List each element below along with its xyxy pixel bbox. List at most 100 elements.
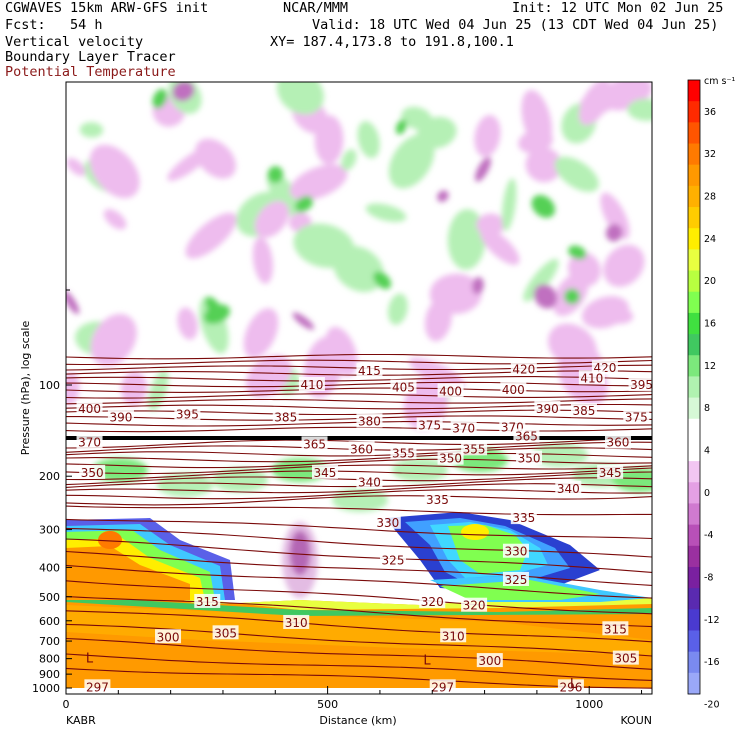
model-title: CGWAVES 15km ARW-GFS init: [5, 0, 209, 16]
xy-coordinates: XY= 187.4,173.8 to 191.8,100.1: [270, 34, 514, 50]
colorbar-swatch: [688, 545, 700, 568]
wave-blob: [289, 164, 348, 201]
valid-time: Valid: 18 UTC Wed 04 Jun 25 (13 CDT Wed …: [312, 17, 719, 33]
theta-label-bg: [612, 650, 639, 665]
forecast-hour: Fcst: 54 h: [5, 17, 103, 33]
theta-label: 375: [418, 418, 441, 432]
left-station-label: KABR: [66, 714, 96, 727]
theta-label-bg: [424, 492, 451, 507]
theta-label: 325: [505, 573, 528, 587]
colorbar-tick-label: 28: [704, 191, 716, 202]
theta-contour: [66, 495, 652, 506]
theta-contour: [66, 359, 652, 366]
wave-blob: [325, 326, 358, 377]
x-axis: 0 500 1000: [63, 686, 643, 711]
theta-label: 340: [358, 476, 381, 490]
theta-label: 370: [452, 421, 475, 435]
colorbar-tick-label: 12: [704, 361, 716, 372]
theta-label-bg: [272, 409, 299, 424]
colorbar-swatch: [688, 101, 700, 123]
theta-contour: [66, 483, 652, 494]
theta-label-bg: [311, 464, 338, 479]
theta-label-bg: [76, 434, 103, 449]
init-time: Init: 12 UTC Mon 02 Jun 25: [512, 0, 724, 16]
wave-blobs: [66, 82, 652, 430]
wave-blob: [293, 223, 355, 269]
wave-blob: [357, 121, 380, 159]
wave-blob: [600, 192, 630, 240]
y-tick-label: 800: [39, 653, 60, 666]
y-tick-label: 400: [39, 561, 60, 574]
wave-blob: [243, 308, 279, 359]
y-tick-label: 200: [39, 470, 60, 483]
colorbar-swatch: [688, 270, 700, 293]
wave-blob: [292, 312, 315, 330]
wave-blob: [267, 166, 284, 184]
colorbar-unit: cm s⁻¹: [704, 76, 735, 87]
wave-blob: [148, 370, 169, 411]
theta-contour: [66, 653, 652, 681]
theta-label: 350: [439, 452, 462, 466]
wave-blob: [395, 119, 407, 135]
theta-label: 297: [86, 680, 109, 694]
theta-label: 400: [78, 402, 101, 416]
theta-label-bg: [557, 679, 584, 694]
theta-label-bg: [578, 370, 605, 385]
theta-label: 360: [350, 442, 373, 456]
theta-label-bg: [416, 417, 443, 432]
y-axis-label: Pressure (hPa), log scale: [19, 321, 32, 456]
theta-label: 395: [176, 407, 199, 421]
colorbar-swatch: [688, 439, 700, 462]
theta-label: 320: [463, 599, 486, 613]
colorbar-tick-label: 32: [704, 149, 716, 160]
theta-label-bg: [79, 464, 106, 479]
field-label-boundary-layer: Boundary Layer Tracer: [5, 49, 176, 65]
theta-label: 297: [431, 680, 454, 694]
wave-blob: [564, 288, 580, 305]
wave-blob: [401, 106, 433, 130]
wave-blob: [195, 138, 236, 179]
theta-label: 370: [78, 436, 101, 450]
colorbar-swatch: [688, 566, 700, 589]
wave-blob: [523, 258, 559, 302]
y-tick-label: 1000: [32, 682, 60, 695]
theta-label-bg: [374, 514, 401, 529]
colorbar-tick-label: 0: [704, 488, 710, 499]
colorbar-tick-label: -12: [704, 615, 720, 626]
theta-label-bg: [212, 625, 239, 640]
colorbar-swatch: [688, 503, 700, 526]
theta-label: 310: [442, 629, 465, 643]
wave-blob: [605, 224, 623, 242]
wave-blob: [437, 190, 449, 202]
wave-blob: [480, 228, 520, 265]
theta-label-bg: [437, 450, 464, 465]
theta-label: 345: [314, 466, 337, 480]
field-label-vertical-velocity: Vertical velocity: [5, 34, 144, 50]
wave-blob: [578, 82, 612, 126]
theta-label: 350: [518, 452, 541, 466]
downdraft-halo: [282, 522, 318, 598]
theta-label: 365: [303, 437, 326, 451]
colorbar-tick-label: 4: [704, 446, 710, 457]
theta-label: 360: [607, 436, 630, 450]
theta-label-bg: [84, 679, 111, 694]
wave-blob: [121, 371, 147, 406]
wave-blob: [518, 129, 553, 154]
low-marker: L: [570, 677, 578, 692]
wave-blob: [66, 157, 86, 176]
theta-contour: [66, 387, 652, 393]
theta-label: 415: [358, 364, 381, 378]
theta-contour: [66, 353, 652, 360]
theta-label-bg: [623, 409, 650, 424]
colorbar-tick-label: -8: [704, 573, 713, 584]
theta-label-bg: [510, 510, 537, 525]
theta-label-bg: [429, 679, 456, 694]
theta-label-bg: [155, 629, 182, 644]
colorbar-swatch: [688, 80, 700, 102]
band-blob: [392, 458, 448, 482]
theta-label-bg: [534, 400, 561, 415]
plot-frame: [65, 81, 653, 695]
theta-label: 365: [515, 430, 538, 444]
